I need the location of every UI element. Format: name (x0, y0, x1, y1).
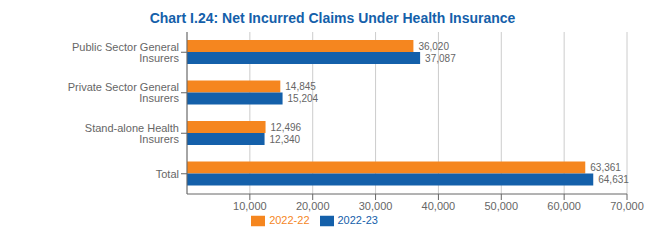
svg-text:36,020: 36,020 (418, 41, 449, 52)
svg-text:12,496: 12,496 (271, 122, 302, 133)
svg-text:40,000: 40,000 (422, 200, 456, 212)
svg-text:Stand-alone HealthInsurers: Stand-alone HealthInsurers (85, 122, 180, 145)
svg-text:63,361: 63,361 (590, 162, 621, 173)
svg-text:64,631: 64,631 (598, 174, 629, 185)
svg-text:70,000: 70,000 (610, 200, 644, 212)
svg-text:15,204: 15,204 (288, 93, 319, 104)
svg-text:20,000: 20,000 (296, 200, 330, 212)
svg-text:Total: Total (156, 168, 179, 180)
svg-text:10,000: 10,000 (233, 200, 267, 212)
html-text:2022-23: 2022-23 (337, 214, 378, 226)
svg-text:37,087: 37,087 (425, 53, 456, 64)
svg-text:50,000: 50,000 (484, 200, 518, 212)
svg-text:30,000: 30,000 (359, 200, 393, 212)
svg-text:14,845: 14,845 (285, 81, 316, 92)
html-text:2022-22: 2022-22 (269, 214, 310, 226)
svg-text:12,340: 12,340 (270, 134, 301, 145)
html-text:Chart I.24: Net Incurred Claim: Chart I.24: Net Incurred Claims Under He… (149, 10, 516, 26)
svg-text:60,000: 60,000 (547, 200, 581, 212)
svg-text:Private Sector GeneralInsurers: Private Sector GeneralInsurers (68, 81, 180, 104)
svg-text:Public Sector GeneralInsurers: Public Sector GeneralInsurers (72, 41, 179, 64)
